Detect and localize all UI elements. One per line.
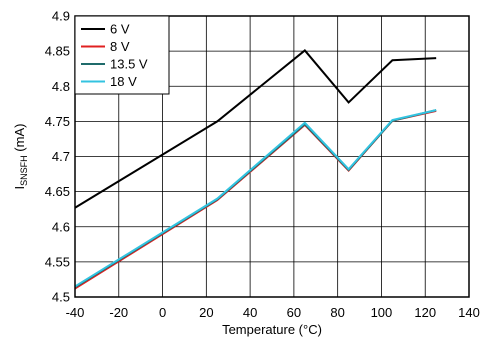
x-tick-label: 20 bbox=[199, 305, 213, 320]
x-tick-label: 60 bbox=[287, 305, 301, 320]
x-tick-label: -40 bbox=[66, 305, 85, 320]
legend-label: 18 V bbox=[110, 74, 137, 89]
y-axis-title-unit: (mA) bbox=[12, 124, 27, 156]
y-axis-title: ISNSFH (mA) bbox=[12, 124, 29, 190]
y-axis-title-sub: SNSFH bbox=[19, 155, 29, 186]
series-line-18-v bbox=[74, 109, 437, 288]
y-tick-label: 4.75 bbox=[45, 114, 70, 129]
y-tick-labels: 4.5 4.55 4.6 4.65 4.7 4.75 4.8 4.85 4.9 bbox=[45, 9, 70, 305]
x-tick-label: 80 bbox=[330, 305, 344, 320]
x-axis-title: Temperature (°C) bbox=[222, 322, 322, 337]
y-tick-label: 4.65 bbox=[45, 184, 70, 199]
x-tick-label: 120 bbox=[414, 305, 436, 320]
series-lines bbox=[74, 49, 437, 290]
x-tick-label: 140 bbox=[458, 305, 480, 320]
y-tick-label: 4.9 bbox=[52, 9, 70, 24]
y-tick-label: 4.7 bbox=[52, 149, 70, 164]
y-tick-label: 4.85 bbox=[45, 44, 70, 59]
x-tick-label: -20 bbox=[109, 305, 128, 320]
x-tick-labels: -40 -20 0 20 40 60 80 100 120 140 bbox=[66, 305, 480, 320]
series-line-6-v bbox=[74, 49, 437, 209]
y-tick-label: 4.55 bbox=[45, 254, 70, 269]
y-tick-label: 4.8 bbox=[52, 79, 70, 94]
legend-label: 6 V bbox=[110, 22, 130, 37]
x-tick-label: 100 bbox=[371, 305, 393, 320]
y-tick-label: 4.5 bbox=[52, 290, 70, 305]
legend-label: 8 V bbox=[110, 39, 130, 54]
plot-frame bbox=[74, 15, 470, 298]
legend-label: 13.5 V bbox=[110, 57, 148, 72]
x-tick-label: 40 bbox=[243, 305, 257, 320]
legend: 6 V 8 V 13.5 V 18 V bbox=[74, 15, 170, 95]
x-tick-label: 0 bbox=[159, 305, 166, 320]
series-line-13-5-v bbox=[74, 109, 437, 289]
y-axis-title-main: I bbox=[12, 186, 27, 190]
y-tick-label: 4.6 bbox=[52, 219, 70, 234]
